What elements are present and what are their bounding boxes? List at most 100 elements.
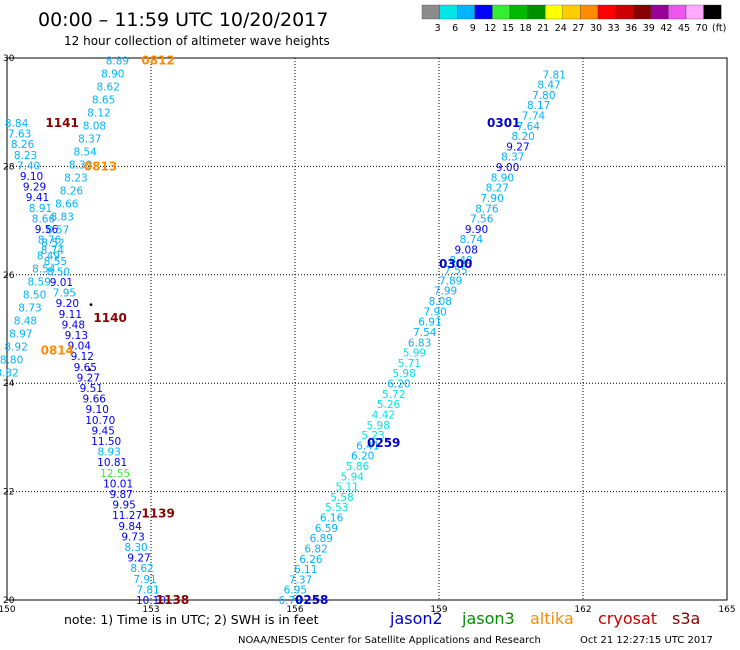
wave-height-s3a: 9.48 xyxy=(62,319,85,331)
pass-time-label: 1139 xyxy=(141,506,174,520)
wave-height-s3a: 10.81 xyxy=(97,457,127,469)
wave-height-jason2: 7.37 xyxy=(289,574,312,586)
color-scale-label: 45 xyxy=(678,23,690,34)
axis-ticks: 150 153 156 159 162 165 20 22 24 26 28 30 xyxy=(0,54,736,615)
wave-height-jason2: 6.26 xyxy=(299,554,323,566)
wave-height-s3a: 8.93 xyxy=(97,447,120,459)
wave-height-altika: 8.73 xyxy=(18,302,41,314)
color-scale-label: 9 xyxy=(470,23,476,34)
wave-height-jason2: 8.08 xyxy=(429,296,452,308)
wave-height-s3a: 8.84 xyxy=(5,118,29,130)
legend-note: note: 1) Time is in UTC; 2) SWH is in fe… xyxy=(64,612,319,627)
color-scale-swatch xyxy=(580,4,599,20)
wave-height-jason2: 5.26 xyxy=(377,399,401,411)
wave-height-s3a: 7.91 xyxy=(133,574,156,586)
wave-height-s3a: 11.27 xyxy=(112,510,142,522)
color-scale-swatch xyxy=(597,4,616,20)
color-scale-label: 18 xyxy=(520,23,532,34)
wave-height-altika: 8.54 xyxy=(74,147,98,159)
wave-height-s3a: 9.45 xyxy=(92,425,115,437)
color-scale-swatch xyxy=(650,4,669,20)
grid-lines xyxy=(7,58,727,600)
wave-height-altika: 8.39 xyxy=(69,160,92,172)
color-scale-swatch xyxy=(562,4,581,20)
color-scale-label: 12 xyxy=(484,23,496,34)
wave-height-jason2: 5.99 xyxy=(403,348,426,360)
wave-height-s3a: 8.26 xyxy=(11,139,35,151)
wave-height-s3a: 8.62 xyxy=(130,563,153,575)
wave-height-jason2: 9.00 xyxy=(496,162,519,174)
color-scale-unit: (ft) xyxy=(712,23,726,34)
wave-height-s3a: 8.76 xyxy=(38,235,62,247)
wave-height-s3a: 8.74 xyxy=(41,245,65,257)
wave-height-jason2: 6.16 xyxy=(320,513,344,525)
y-tick-label: 28 xyxy=(3,162,15,172)
wave-height-s3a: 8.91 xyxy=(29,203,52,215)
wave-height-altika: 8.80 xyxy=(0,354,23,366)
wave-height-jason2: 5.86 xyxy=(346,461,370,473)
color-scale-label: 27 xyxy=(572,23,584,34)
wave-height-altika: 8.97 xyxy=(9,328,32,340)
color-scale-label: 70 xyxy=(696,23,708,34)
color-scale-label: 33 xyxy=(608,23,620,34)
wave-height-s3a: 9.66 xyxy=(83,394,107,406)
page-subtitle: 12 hour collection of altimeter wave hei… xyxy=(64,34,330,48)
wave-height-s3a: 9.95 xyxy=(112,500,135,512)
x-tick-label: 162 xyxy=(574,605,591,615)
wave-height-altika: 8.08 xyxy=(83,121,106,133)
wave-height-jason2: 9.27 xyxy=(506,141,529,153)
wave-height-jason2: 7.55 xyxy=(444,265,467,277)
color-scale-swatch xyxy=(633,4,651,20)
satellite-legend: jason2 jason3 altika cryosat s3a xyxy=(389,609,700,628)
pass-time-label: 0812 xyxy=(141,54,174,68)
color-scale-swatch xyxy=(668,4,687,20)
plot-dot xyxy=(88,368,91,372)
wave-height-s3a: 9.01 xyxy=(50,277,73,289)
pass-time-label: 1138 xyxy=(156,593,189,607)
wave-height-jason2: 7.64 xyxy=(517,121,541,133)
wave-height-jason2: 9.90 xyxy=(465,224,488,236)
wave-height-jason2: 8.90 xyxy=(491,172,514,184)
wave-height-s3a: 9.87 xyxy=(109,489,132,501)
pass-time-labels: 0812 0813 0814 1141 1140 1139 1138 0301 0300 0259… xyxy=(41,54,521,607)
wave-height-jason2: 6.95 xyxy=(284,585,307,597)
color-scale-label: 24 xyxy=(555,23,567,34)
wave-height-jason2: 7.56 xyxy=(470,214,494,226)
wave-height-jason2: 4.42 xyxy=(372,409,395,421)
plot-dot xyxy=(89,303,93,307)
wave-height-jason2: 7.90 xyxy=(480,193,503,205)
satellite-legend-jason2: jason2 xyxy=(389,609,443,628)
wave-height-s3a: 8.55 xyxy=(44,256,67,268)
wave-height-jason2: 8.27 xyxy=(486,183,509,195)
wave-height-jason2: 6.91 xyxy=(418,317,441,329)
wave-height-s3a: 9.11 xyxy=(59,309,82,321)
altimeter-tracks: 8.898.908.628.658.128.088.378.548.398.23… xyxy=(0,56,566,607)
wave-height-s3a: 9.10 xyxy=(20,171,43,183)
wave-height-s3a: 8.30 xyxy=(124,542,147,554)
x-tick-label: 165 xyxy=(718,605,735,615)
wave-height-s3a: 8.50 xyxy=(47,266,70,278)
wave-height-jason2: 9.08 xyxy=(455,245,478,257)
wave-height-s3a: 7.63 xyxy=(8,129,31,141)
wave-height-altika: 8.89 xyxy=(106,56,129,68)
x-tick-label: 153 xyxy=(142,605,159,615)
pass-time-label: 0813 xyxy=(84,159,117,173)
color-scale-label: 21 xyxy=(537,23,549,34)
color-scale-swatch xyxy=(509,4,528,20)
x-tick-label: 159 xyxy=(430,605,447,615)
plot-frame xyxy=(6,57,728,601)
wave-height-jason2: 7.80 xyxy=(532,90,555,102)
color-scale-swatch xyxy=(703,4,722,20)
y-tick-label: 30 xyxy=(3,54,15,64)
wave-height-jason2: 5.72 xyxy=(382,389,405,401)
wave-height-s3a: 9.20 xyxy=(56,298,79,310)
x-tick-label: 156 xyxy=(286,605,303,615)
wave-height-jason2: 5.94 xyxy=(341,471,365,483)
wave-height-jason2: 5.11 xyxy=(335,482,358,494)
wave-height-altika: 8.83 xyxy=(51,212,74,224)
y-tick-label: 24 xyxy=(3,379,15,389)
wave-height-jason2: 7.99 xyxy=(434,286,457,298)
wave-height-s3a: 10.01 xyxy=(103,478,133,490)
wave-height-altika: 8.54 xyxy=(32,263,56,275)
wave-height-jason2: 6.89 xyxy=(310,533,333,545)
